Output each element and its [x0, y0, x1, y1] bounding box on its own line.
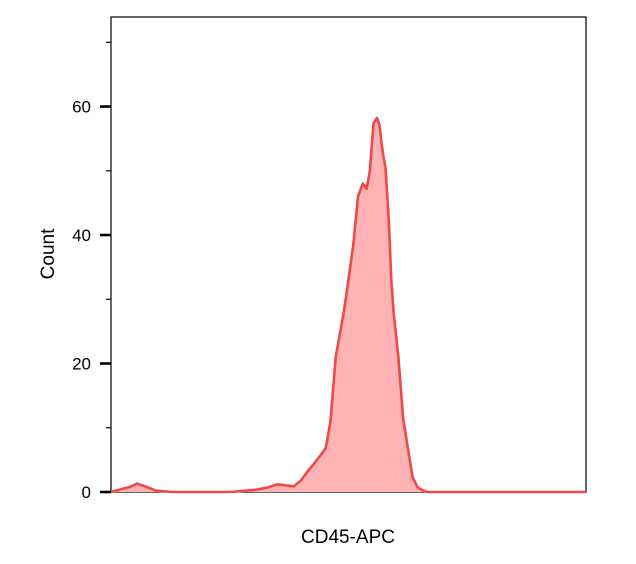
y-axis: 0 20 40 60: [72, 41, 111, 502]
y-tick-label: 20: [72, 355, 91, 374]
y-axis-label: Count: [38, 228, 59, 279]
histogram-line-0: [110, 116, 586, 494]
y-tick-label: 60: [72, 98, 91, 117]
series-layer: [110, 116, 586, 494]
y-tick-label: 40: [72, 226, 91, 245]
histogram-fill-0: [111, 118, 586, 492]
x-axis-label: CD45-APC: [301, 527, 395, 548]
y-tick-label: 0: [82, 483, 91, 502]
